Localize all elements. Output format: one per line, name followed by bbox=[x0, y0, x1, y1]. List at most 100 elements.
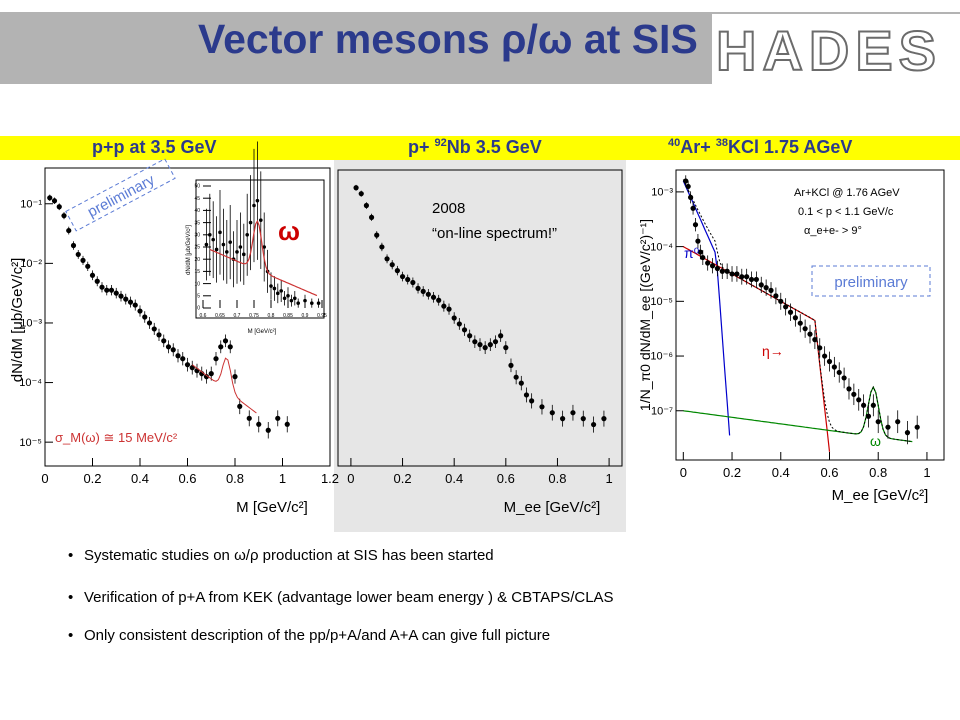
arkcl-data-point bbox=[783, 304, 789, 310]
inset-data-point bbox=[282, 296, 287, 301]
panel-header-band bbox=[0, 136, 960, 160]
inset-data-point bbox=[242, 252, 246, 257]
pp-data-point bbox=[85, 263, 91, 269]
hades-logo-text: HADES bbox=[715, 18, 943, 83]
arkcl-data-point bbox=[719, 268, 725, 274]
arkcl-legend-line1: Ar+KCl @ 1.76 AGeV bbox=[794, 187, 900, 199]
arkcl-legend-line3: α_e+e- > 9° bbox=[804, 225, 862, 237]
arkcl-data-point bbox=[856, 397, 862, 403]
inset-data-point bbox=[310, 301, 314, 305]
pp-data-point bbox=[284, 421, 290, 427]
arkcl-data-point bbox=[768, 287, 774, 293]
inset-data-point bbox=[252, 203, 256, 208]
nb-data-point bbox=[353, 185, 359, 191]
pp-x-tick-label: 0 bbox=[41, 471, 48, 486]
pp-y-tick-label: 10⁻³ bbox=[20, 318, 42, 330]
pp-x-tick-label: 0.6 bbox=[178, 471, 196, 486]
inset-ylabel: dN/dM [μb/GeV/c²] bbox=[186, 225, 192, 275]
nb-x-tick-label: 1 bbox=[605, 471, 612, 486]
arkcl-data-point bbox=[758, 282, 764, 288]
pp-preliminary-label: preliminary bbox=[85, 171, 158, 221]
nb-data-point bbox=[591, 421, 597, 428]
arkcl-data-point bbox=[836, 369, 842, 376]
inset-x-tick-label: 0.6 bbox=[200, 313, 207, 319]
arkcl-data-point bbox=[695, 238, 701, 244]
arkcl-data-point bbox=[787, 309, 794, 315]
pp-data-point bbox=[222, 338, 229, 344]
inset-data-point bbox=[225, 250, 229, 254]
pp-data-point bbox=[56, 204, 62, 210]
nb-x-tick-label: 0.2 bbox=[394, 471, 412, 486]
pp-x-tick-label: 0.2 bbox=[83, 471, 101, 486]
arkcl-data-point bbox=[773, 293, 779, 299]
ar-y-tick-label: 10⁻⁵ bbox=[650, 296, 673, 308]
pp-data-point bbox=[142, 314, 148, 320]
pp-data-point bbox=[203, 374, 210, 380]
arkcl-data-point bbox=[714, 265, 721, 272]
nb-data-point bbox=[601, 416, 607, 422]
inset-data-point bbox=[245, 233, 249, 237]
arkcl-data-point bbox=[807, 331, 813, 337]
pp-x-tick-label: 0.4 bbox=[131, 471, 149, 486]
pp-data-point bbox=[61, 213, 67, 219]
nb-data-point bbox=[472, 339, 478, 345]
nb-data-point bbox=[549, 410, 555, 416]
inset-data-point bbox=[238, 245, 243, 249]
pp-data-point bbox=[89, 272, 96, 278]
pp-data-point bbox=[180, 356, 186, 362]
inset-x-tick-label: 0.65 bbox=[215, 313, 225, 319]
inset-y-tick-label: 5 bbox=[197, 293, 200, 299]
pp-data-point bbox=[170, 347, 176, 353]
inset-data-point bbox=[204, 242, 209, 247]
inset-x-tick-label: 0.7 bbox=[234, 313, 241, 319]
nb-x-tick-label: 0 bbox=[347, 471, 354, 486]
inset-data-point bbox=[276, 291, 280, 296]
pp-sigma-annotation: σ_M(ω) ≅ 15 MeV/c² bbox=[55, 430, 178, 445]
pp-data-point bbox=[47, 195, 53, 201]
slide-title: Vector mesons ρ/ω at SIS bbox=[198, 16, 698, 62]
nb-data-point bbox=[560, 416, 566, 422]
nb-data-point bbox=[503, 345, 509, 351]
pp-data-point bbox=[66, 227, 72, 234]
arkcl-data-point bbox=[690, 205, 696, 211]
nb-data-point bbox=[384, 256, 390, 262]
arkcl-data-point bbox=[861, 402, 867, 408]
nb-data-point bbox=[358, 191, 364, 197]
arkcl-preliminary-box bbox=[811, 265, 931, 297]
ar-x-tick-label: 0.6 bbox=[820, 465, 838, 480]
arkcl-ylabel: 1/N_π0 dN/dM_ee [(GeV/c²)⁻¹] bbox=[637, 219, 653, 411]
inset-data-point bbox=[286, 294, 290, 298]
arkcl-data-point bbox=[763, 285, 769, 291]
inset-data-point bbox=[293, 296, 297, 301]
arkcl-data-point bbox=[812, 337, 818, 343]
ar-x-tick-label: 0.4 bbox=[772, 465, 790, 480]
inset-fit-curve bbox=[209, 219, 318, 297]
nb-data-point bbox=[441, 303, 447, 309]
pp-data-point bbox=[165, 344, 172, 350]
pp-data-point bbox=[94, 278, 100, 284]
plots-canvas: dN/dM [μb/GeV/c²] M [GeV/c²] 0 0.2 0.4 0.6 0… bbox=[9, 141, 945, 516]
pp-data-point bbox=[113, 290, 119, 296]
pp-xlabel: M [GeV/c²] bbox=[236, 499, 308, 516]
nb-data-point bbox=[487, 342, 493, 348]
ar-x-tick-label: 1 bbox=[923, 465, 930, 480]
arkcl-data-point bbox=[753, 276, 760, 283]
inset-y-tick-label: 30 bbox=[194, 232, 200, 238]
pp-data-point bbox=[227, 344, 233, 350]
inset-data-point bbox=[316, 301, 321, 305]
pp-data-point bbox=[218, 344, 224, 350]
inset-data-point bbox=[208, 233, 212, 237]
ar-y-tick-label: 10⁻⁷ bbox=[651, 405, 673, 417]
nb-data-point bbox=[379, 244, 385, 250]
inset-x-tick-label: 0.8 bbox=[268, 313, 275, 319]
arkcl-data-point bbox=[709, 263, 716, 269]
nb-data-point bbox=[492, 339, 499, 345]
inset-omega-symbol: ω bbox=[278, 216, 300, 246]
inset-y-tick-label: 50 bbox=[194, 184, 200, 190]
panel-label-pp: p+p at 3.5 GeV bbox=[92, 137, 217, 157]
arkcl-data-point bbox=[851, 391, 857, 397]
pp-data-point bbox=[118, 293, 124, 299]
nb-data-point bbox=[374, 232, 380, 238]
nb-data-point bbox=[446, 306, 452, 312]
panel-label-arkcl: 40Ar+ 38KCl 1.75 AGeV bbox=[668, 137, 853, 157]
